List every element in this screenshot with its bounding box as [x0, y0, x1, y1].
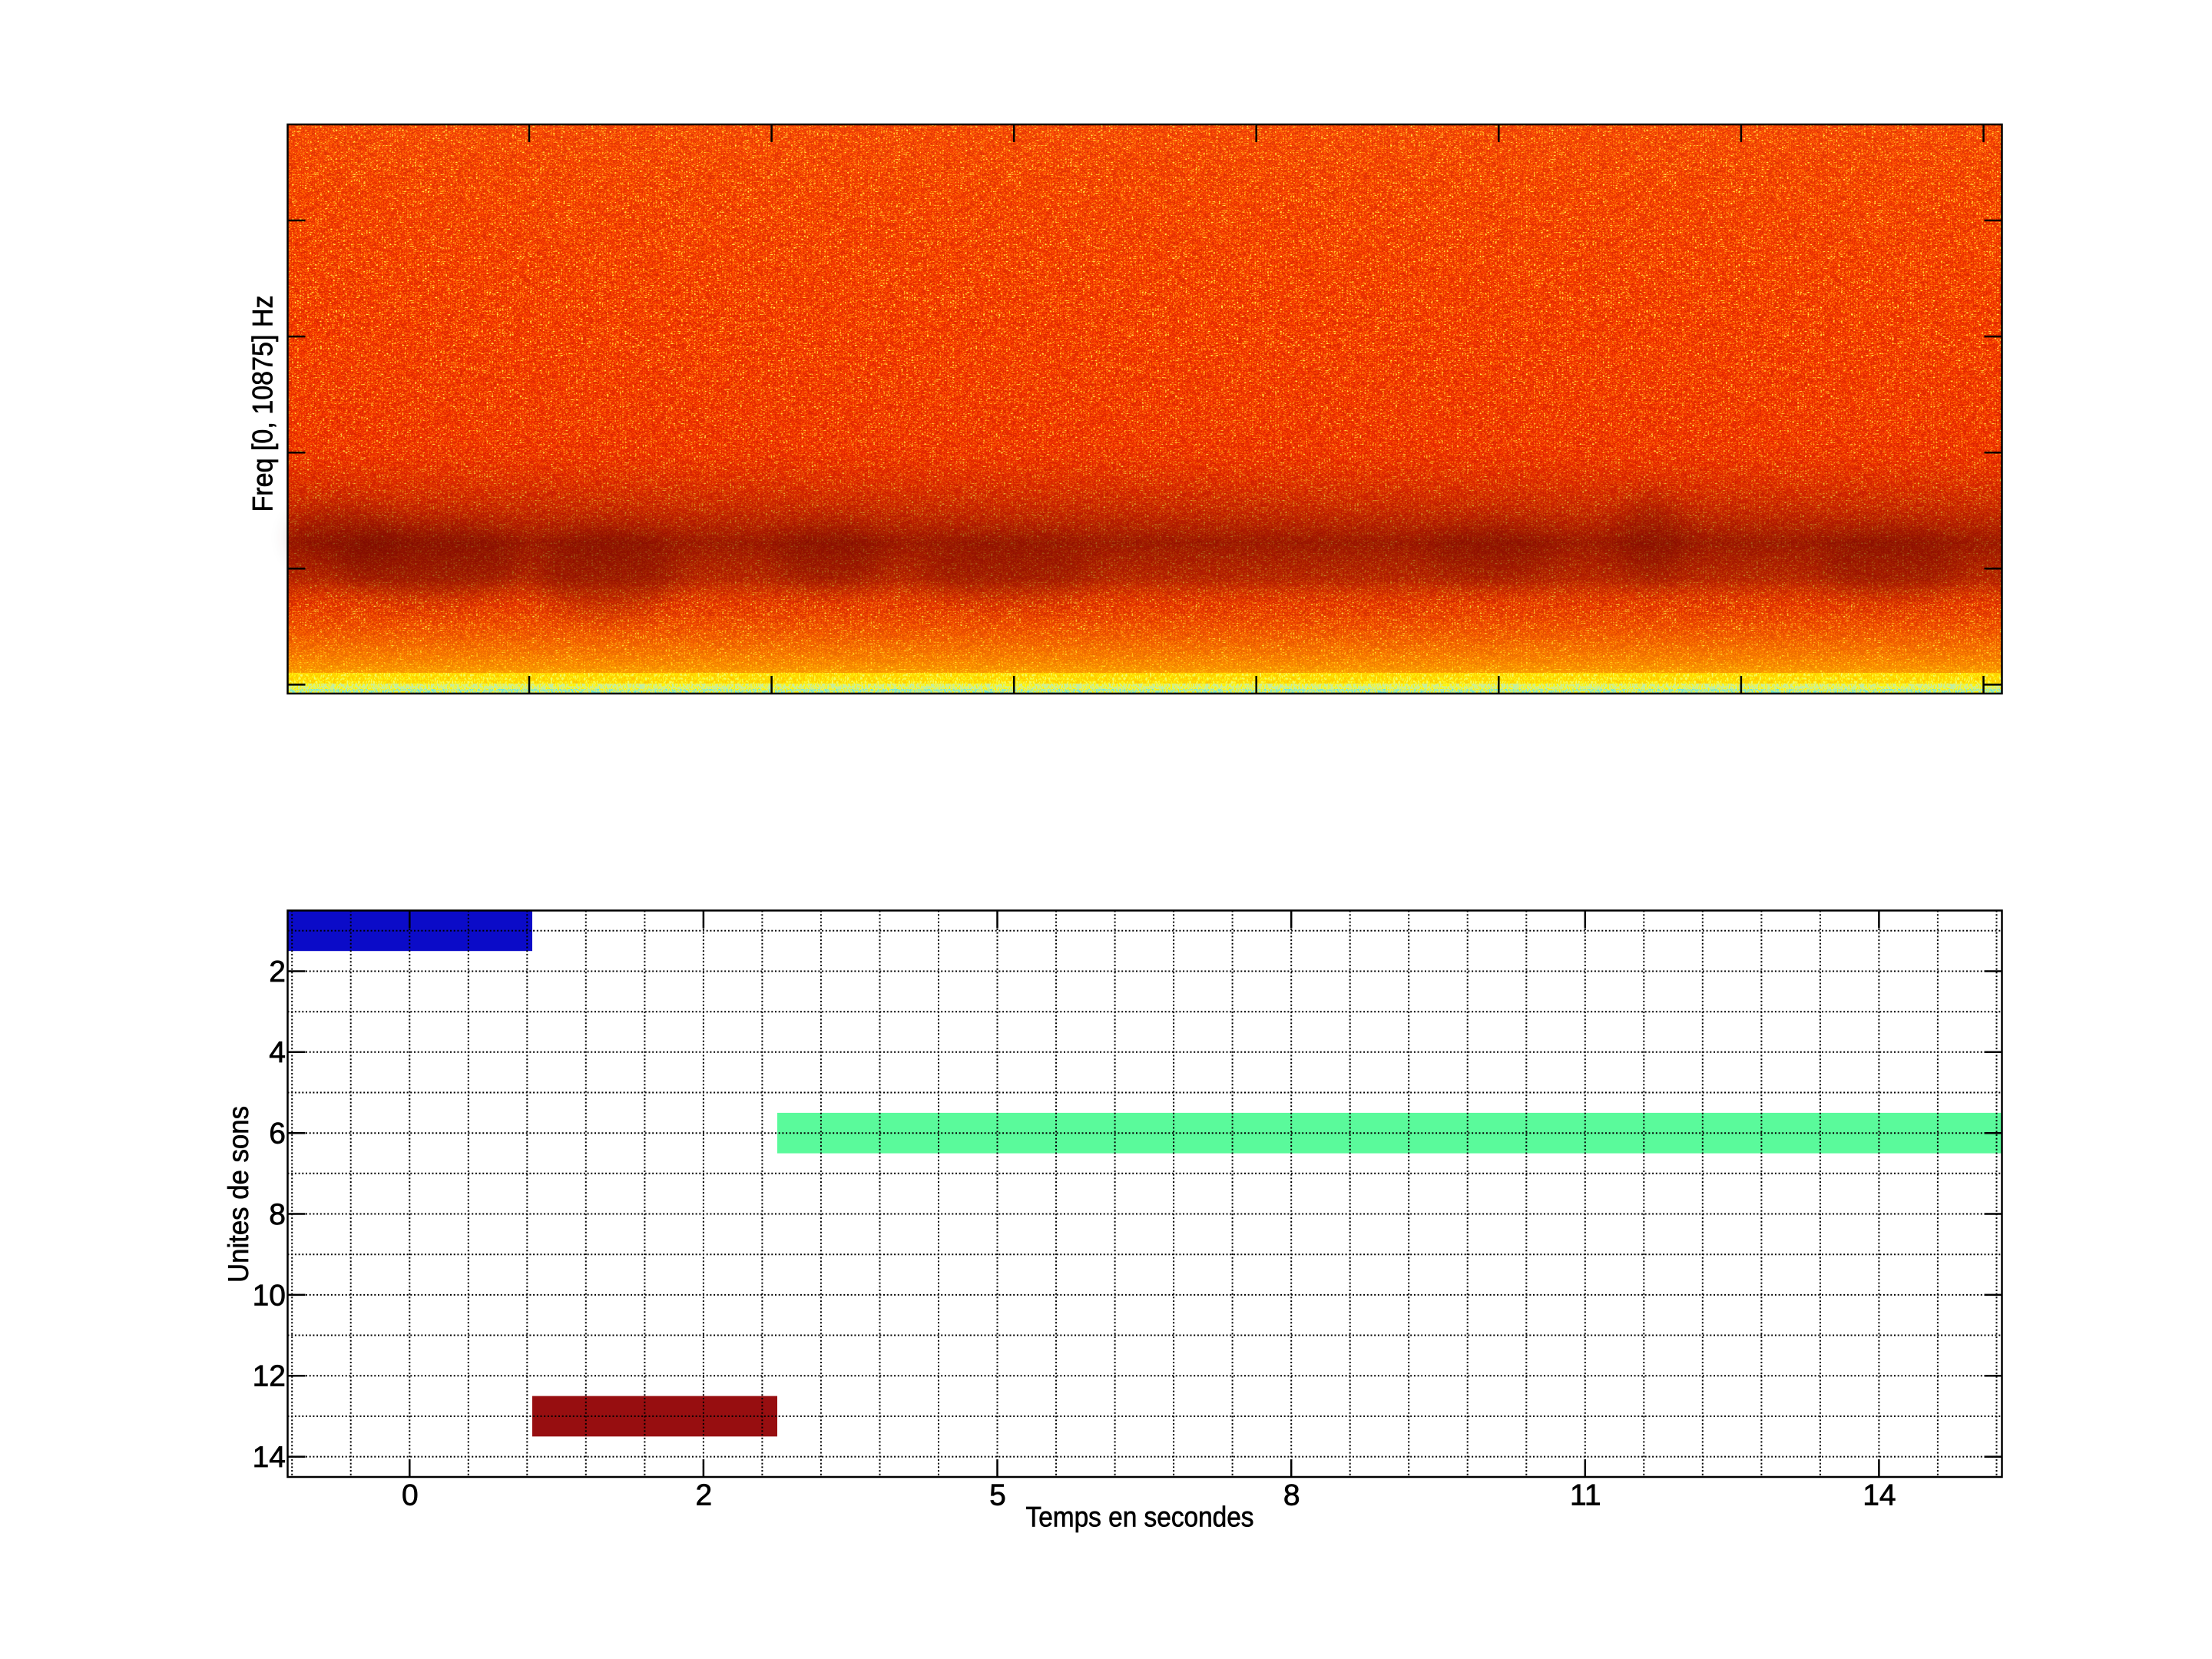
svg-text:5: 5 [989, 1479, 1006, 1512]
svg-text:14: 14 [1863, 1479, 1896, 1512]
svg-text:Temps en secondes: Temps en secondes [1026, 1501, 1254, 1533]
svg-text:Unites de sons: Unites de sons [222, 1106, 254, 1283]
svg-text:8: 8 [269, 1198, 286, 1231]
svg-text:2: 2 [269, 955, 286, 988]
svg-text:4: 4 [269, 1036, 286, 1069]
svg-text:0: 0 [402, 1479, 419, 1512]
svg-text:Freq [0, 10875] Hz: Freq [0, 10875] Hz [247, 296, 279, 512]
svg-text:11: 11 [1570, 1479, 1601, 1512]
svg-text:12: 12 [253, 1360, 286, 1393]
svg-text:8: 8 [1283, 1479, 1300, 1512]
svg-text:10: 10 [253, 1279, 286, 1312]
svg-text:14: 14 [253, 1441, 286, 1474]
svg-text:6: 6 [269, 1118, 286, 1151]
svg-text:2: 2 [696, 1479, 713, 1512]
